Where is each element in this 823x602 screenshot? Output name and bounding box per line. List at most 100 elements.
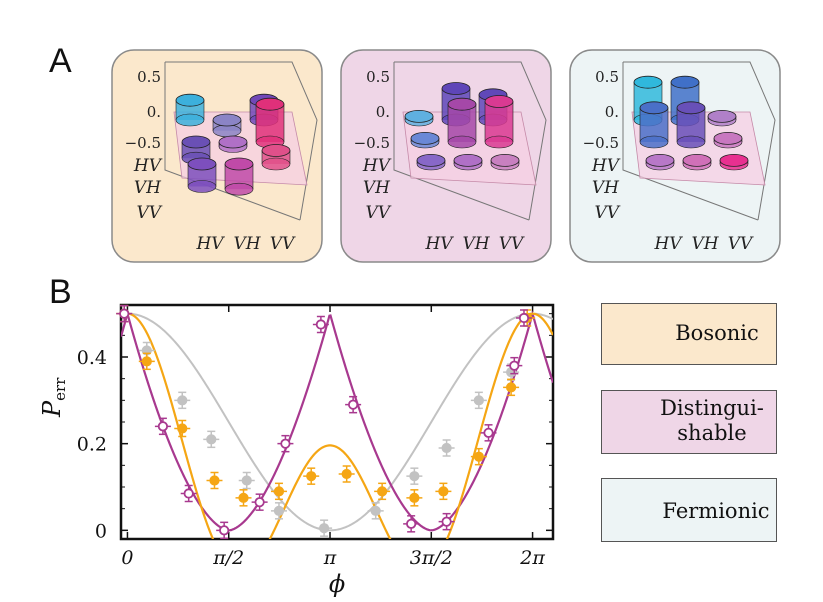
data-point: [441, 442, 452, 454]
data-point-fermionic: [203, 430, 220, 449]
bar-bottom: [639, 135, 669, 149]
data-point: [238, 492, 249, 503]
density-bar: [410, 131, 440, 149]
data-point: [219, 525, 230, 536]
data-point-bosonic: [406, 489, 423, 507]
bar-top: [484, 95, 514, 108]
theory-curve-fermionic: [121, 312, 553, 532]
data-point: [241, 475, 252, 486]
row-label: HV: [362, 156, 392, 176]
bar-bottom: [447, 135, 477, 149]
bar-bottom: [224, 182, 254, 196]
data-point: [409, 471, 420, 482]
bar-top: [633, 75, 663, 89]
data-point: [306, 471, 317, 482]
density-plot-bosonic: [111, 49, 323, 263]
bar-top: [218, 135, 248, 149]
density-bar: [224, 157, 254, 196]
data-point-distinguishable: [403, 515, 420, 533]
y-tick-label: 0.2: [77, 434, 107, 456]
data-point: [509, 360, 520, 371]
bar-top: [175, 93, 205, 107]
bar-top: [670, 75, 700, 89]
data-point: [177, 423, 188, 434]
col-label: VH: [233, 234, 261, 254]
density-bar: [490, 153, 520, 171]
y-tick-label: 0: [95, 520, 107, 542]
legend-distinguishable-label: Distingui-shable: [660, 396, 764, 445]
data-point-distinguishable: [438, 512, 455, 531]
data-point-fermionic: [238, 471, 255, 490]
density-bar: [416, 153, 446, 171]
z-tick-label: 0.: [376, 103, 390, 121]
data-point-bosonic: [435, 482, 452, 501]
bar-top: [187, 157, 217, 171]
data-point: [518, 312, 530, 324]
data-point-bosonic: [174, 419, 191, 438]
density-bar: [719, 153, 749, 171]
density-bar: [676, 101, 706, 149]
density-bar: [404, 110, 434, 127]
bar-top: [676, 101, 706, 115]
data-point: [206, 434, 217, 445]
data-point-distinguishable: [154, 417, 171, 436]
data-point-bosonic: [270, 482, 287, 501]
bar-side: [485, 101, 513, 142]
bar-top: [682, 153, 712, 167]
error-plot: [116, 303, 555, 541]
bar-top: [212, 113, 242, 127]
row-label: HV: [133, 156, 163, 176]
row-label: VH: [363, 178, 391, 198]
x-tick-label: π: [323, 547, 337, 569]
density-bar: [707, 110, 737, 127]
data-point-fermionic: [270, 502, 287, 520]
z-tick-label: 0.: [605, 103, 619, 121]
density-frame: [394, 61, 547, 221]
density-bar: [645, 153, 675, 171]
density-frame: [393, 62, 530, 221]
bar-top: [645, 153, 675, 167]
density-bar: [484, 95, 514, 149]
data-point-fermionic: [470, 391, 487, 410]
bar-top: [410, 131, 440, 145]
col-label: VH: [462, 234, 490, 254]
data-point-distinguishable: [480, 424, 497, 442]
y-axis-label: Perr: [38, 377, 69, 418]
data-point-bosonic: [138, 352, 155, 371]
row-label: VV: [365, 203, 391, 223]
col-label: HV: [424, 234, 454, 254]
z-tick-label: 0.5: [366, 68, 390, 86]
row-label: VV: [136, 203, 162, 223]
data-point-bosonic: [470, 447, 487, 466]
x-tick-label: 3π/2: [410, 547, 453, 569]
density-plot-fermionic: [569, 49, 781, 263]
theory-curve-bosonic: [121, 312, 553, 539]
y-tick-label: 0.4: [77, 347, 107, 369]
density-frame: [622, 62, 759, 221]
row-label: VH: [592, 178, 620, 198]
data-point-distinguishable: [506, 356, 523, 375]
bar-bottom: [676, 135, 706, 149]
data-point-fermionic: [367, 502, 384, 520]
bar-bottom: [484, 135, 514, 149]
density-bar: [453, 153, 483, 171]
data-point: [280, 438, 291, 449]
bar-top: [447, 97, 477, 111]
bar-top: [639, 101, 669, 115]
legend-fermionic: Fermionic: [601, 478, 777, 542]
data-point: [319, 523, 330, 534]
data-point-distinguishable: [216, 521, 233, 540]
density-bar: [639, 101, 669, 149]
data-point: [473, 395, 484, 406]
data-point: [483, 427, 494, 438]
col-label: VV: [728, 234, 754, 254]
data-point-fermionic: [438, 439, 455, 457]
bar-top: [719, 153, 749, 167]
row-label: VH: [134, 178, 162, 198]
data-point-fermionic: [316, 519, 333, 537]
density-bar: [181, 135, 211, 165]
density-plot-distinguishable: [340, 49, 552, 263]
legend-bosonic: Bosonic: [601, 303, 777, 365]
legend-bosonic-label: Bosonic: [675, 321, 759, 345]
